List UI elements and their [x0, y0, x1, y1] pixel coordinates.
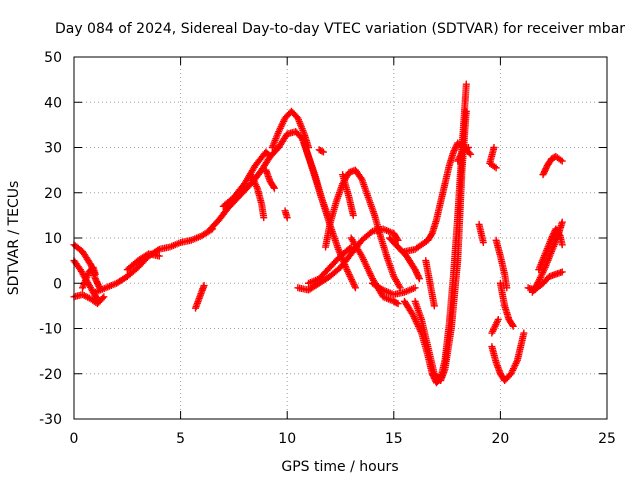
plot-frame: [73, 56, 608, 420]
data-point: [393, 235, 401, 243]
data-point: [467, 150, 475, 158]
chart-title: Day 084 of 2024, Sidereal Day-to-day VTE…: [55, 21, 625, 37]
x-tick-label: 25: [598, 431, 616, 447]
data-point: [91, 270, 99, 278]
data-point: [465, 149, 473, 157]
data-point: [347, 243, 355, 251]
data-point: [415, 275, 423, 283]
data-point: [270, 184, 278, 192]
data-point: [462, 80, 470, 88]
data-point: [557, 156, 565, 164]
data-point: [463, 145, 471, 153]
data-point: [479, 239, 487, 247]
data-point: [396, 284, 404, 292]
data-point: [427, 231, 435, 239]
data-point: [508, 321, 516, 329]
data-point: [394, 236, 402, 244]
y-tick-label: -30: [39, 412, 62, 428]
y-axis-label: SDTVAR / TECUs: [6, 181, 22, 296]
data-point: [555, 230, 563, 238]
y-tick-label: 10: [44, 231, 62, 247]
y-tick-label: 0: [53, 276, 62, 292]
x-tick-label: 10: [278, 431, 296, 447]
data-point: [395, 282, 403, 290]
y-tick-label: -20: [39, 367, 62, 383]
data-point: [462, 107, 470, 115]
data-point: [411, 284, 419, 292]
data-point: [558, 218, 566, 226]
x-tick-label: 15: [385, 431, 403, 447]
y-tick-label: 50: [44, 50, 62, 66]
x-tick-label: 5: [176, 431, 185, 447]
y-tick-label: 40: [44, 95, 62, 111]
grid-lines: [74, 57, 607, 419]
data-point: [270, 183, 278, 191]
data-point: [265, 151, 273, 159]
data-point: [494, 315, 502, 323]
data-point: [155, 252, 163, 260]
data-point: [394, 300, 402, 308]
data-point: [346, 244, 354, 252]
x-tick-labels: 0 5 10 15 20 25: [70, 431, 616, 447]
data-point: [99, 294, 107, 302]
data-point: [464, 144, 472, 151]
data-point: [100, 293, 108, 301]
x-tick-label: 0: [70, 431, 79, 447]
data-point: [93, 294, 101, 302]
data-point: [503, 284, 511, 292]
data-point: [491, 163, 499, 171]
data-point: [260, 214, 268, 222]
data-point: [318, 147, 326, 155]
y-tick-label: -10: [39, 322, 62, 338]
data-point: [558, 241, 566, 249]
data-point: [266, 153, 274, 161]
data-point: [86, 260, 94, 268]
data-point: [415, 273, 423, 281]
data-point: [283, 214, 291, 222]
data-point: [558, 268, 566, 276]
data-point: [393, 299, 401, 307]
data-point: [351, 284, 359, 292]
data-points: [70, 80, 566, 387]
y-tick-label: 30: [44, 141, 62, 157]
y-tick-label: 20: [44, 186, 62, 202]
y-tick-labels: -30 -20 -10 0 10 20 30 40 50: [39, 50, 62, 428]
data-point: [430, 302, 438, 310]
data-point: [200, 282, 208, 290]
axis-ticks: [73, 56, 608, 420]
data-point: [558, 157, 566, 165]
data-point: [509, 322, 517, 330]
data-point: [349, 211, 357, 219]
data-point: [319, 148, 327, 156]
x-axis-label: GPS time / hours: [281, 459, 398, 475]
x-tick-label: 20: [491, 431, 509, 447]
data-point: [492, 164, 500, 172]
data-point: [520, 329, 528, 337]
